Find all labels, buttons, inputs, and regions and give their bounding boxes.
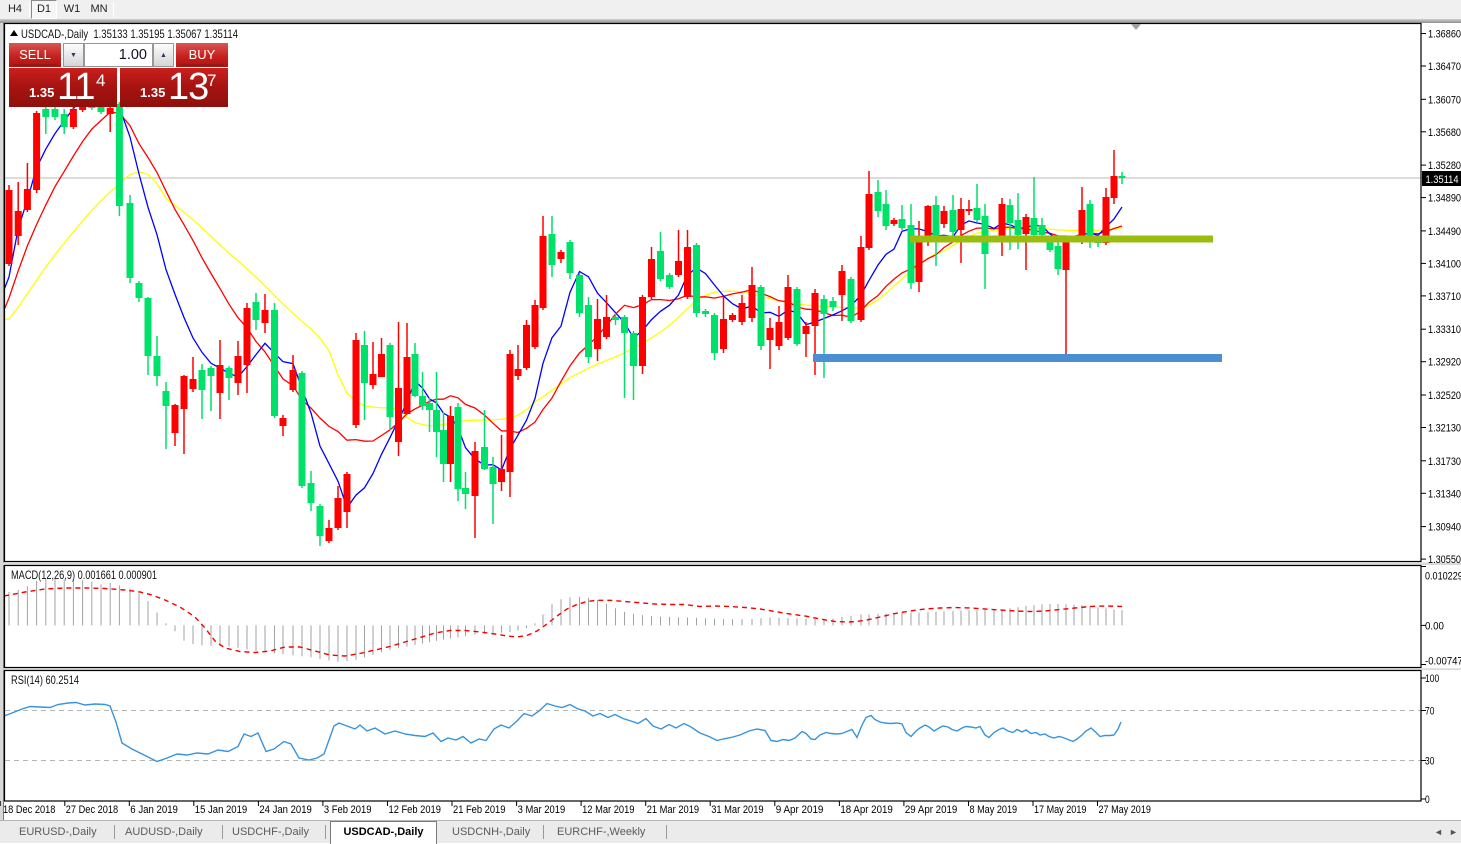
svg-text:0: 0 — [1425, 794, 1430, 806]
svg-text:1.33710: 1.33710 — [1428, 291, 1461, 303]
svg-text:1.36470: 1.36470 — [1428, 61, 1461, 73]
svg-text:1.31730: 1.31730 — [1428, 456, 1461, 468]
svg-text:1.30550: 1.30550 — [1428, 554, 1461, 566]
svg-text:8 May 2019: 8 May 2019 — [970, 804, 1018, 816]
svg-text:0.010229: 0.010229 — [1425, 571, 1461, 583]
svg-text:MACD(12,26,9) 0.001661 0.00090: MACD(12,26,9) 0.001661 0.000901 — [11, 569, 157, 582]
svg-text:21 Feb 2019: 21 Feb 2019 — [453, 804, 505, 816]
svg-text:-0.00747: -0.00747 — [1425, 656, 1461, 668]
svg-text:3 Feb 2019: 3 Feb 2019 — [324, 804, 372, 816]
svg-text:1.34890: 1.34890 — [1428, 193, 1461, 205]
svg-text:1.35280: 1.35280 — [1428, 160, 1461, 172]
svg-text:70: 70 — [1425, 706, 1434, 718]
svg-text:100: 100 — [1425, 673, 1439, 685]
svg-text:1.36070: 1.36070 — [1428, 94, 1461, 106]
svg-text:1.34100: 1.34100 — [1428, 258, 1461, 270]
svg-text:1.33310: 1.33310 — [1428, 324, 1461, 336]
svg-text:1.30940: 1.30940 — [1428, 522, 1461, 534]
svg-text:3 Mar 2019: 3 Mar 2019 — [518, 804, 566, 816]
svg-text:RSI(14) 60.2514: RSI(14) 60.2514 — [11, 674, 79, 687]
svg-text:USDCAD-,Daily 1.35133 1.35195: USDCAD-,Daily 1.35133 1.35195 1.35067 1.… — [21, 28, 238, 41]
svg-text:1.32520: 1.32520 — [1428, 390, 1461, 402]
svg-text:0.00: 0.00 — [1425, 620, 1444, 632]
svg-text:18 Apr 2019: 18 Apr 2019 — [840, 804, 892, 816]
svg-text:1.32920: 1.32920 — [1428, 357, 1461, 369]
svg-text:9 Apr 2019: 9 Apr 2019 — [776, 804, 824, 816]
svg-text:29 Apr 2019: 29 Apr 2019 — [905, 804, 957, 816]
svg-text:27 May 2019: 27 May 2019 — [1099, 804, 1151, 816]
svg-text:18 Dec 2018: 18 Dec 2018 — [3, 804, 55, 816]
svg-text:15 Jan 2019: 15 Jan 2019 — [195, 804, 247, 816]
svg-text:1.35680: 1.35680 — [1428, 127, 1461, 139]
svg-text:27 Dec 2018: 27 Dec 2018 — [66, 804, 118, 816]
svg-text:12 Mar 2019: 12 Mar 2019 — [582, 804, 634, 816]
svg-text:1.36860: 1.36860 — [1428, 29, 1461, 41]
svg-text:6 Jan 2019: 6 Jan 2019 — [130, 804, 178, 816]
svg-text:1.31340: 1.31340 — [1428, 488, 1461, 500]
svg-text:1.34490: 1.34490 — [1428, 226, 1461, 238]
svg-text:31 Mar 2019: 31 Mar 2019 — [711, 804, 763, 816]
svg-text:1.32130: 1.32130 — [1428, 423, 1461, 435]
svg-text:17 May 2019: 17 May 2019 — [1034, 804, 1086, 816]
svg-text:1.35114: 1.35114 — [1426, 174, 1459, 186]
svg-text:21 Mar 2019: 21 Mar 2019 — [647, 804, 699, 816]
svg-text:24 Jan 2019: 24 Jan 2019 — [259, 804, 311, 816]
svg-text:30: 30 — [1425, 756, 1434, 768]
svg-text:12 Feb 2019: 12 Feb 2019 — [389, 804, 441, 816]
